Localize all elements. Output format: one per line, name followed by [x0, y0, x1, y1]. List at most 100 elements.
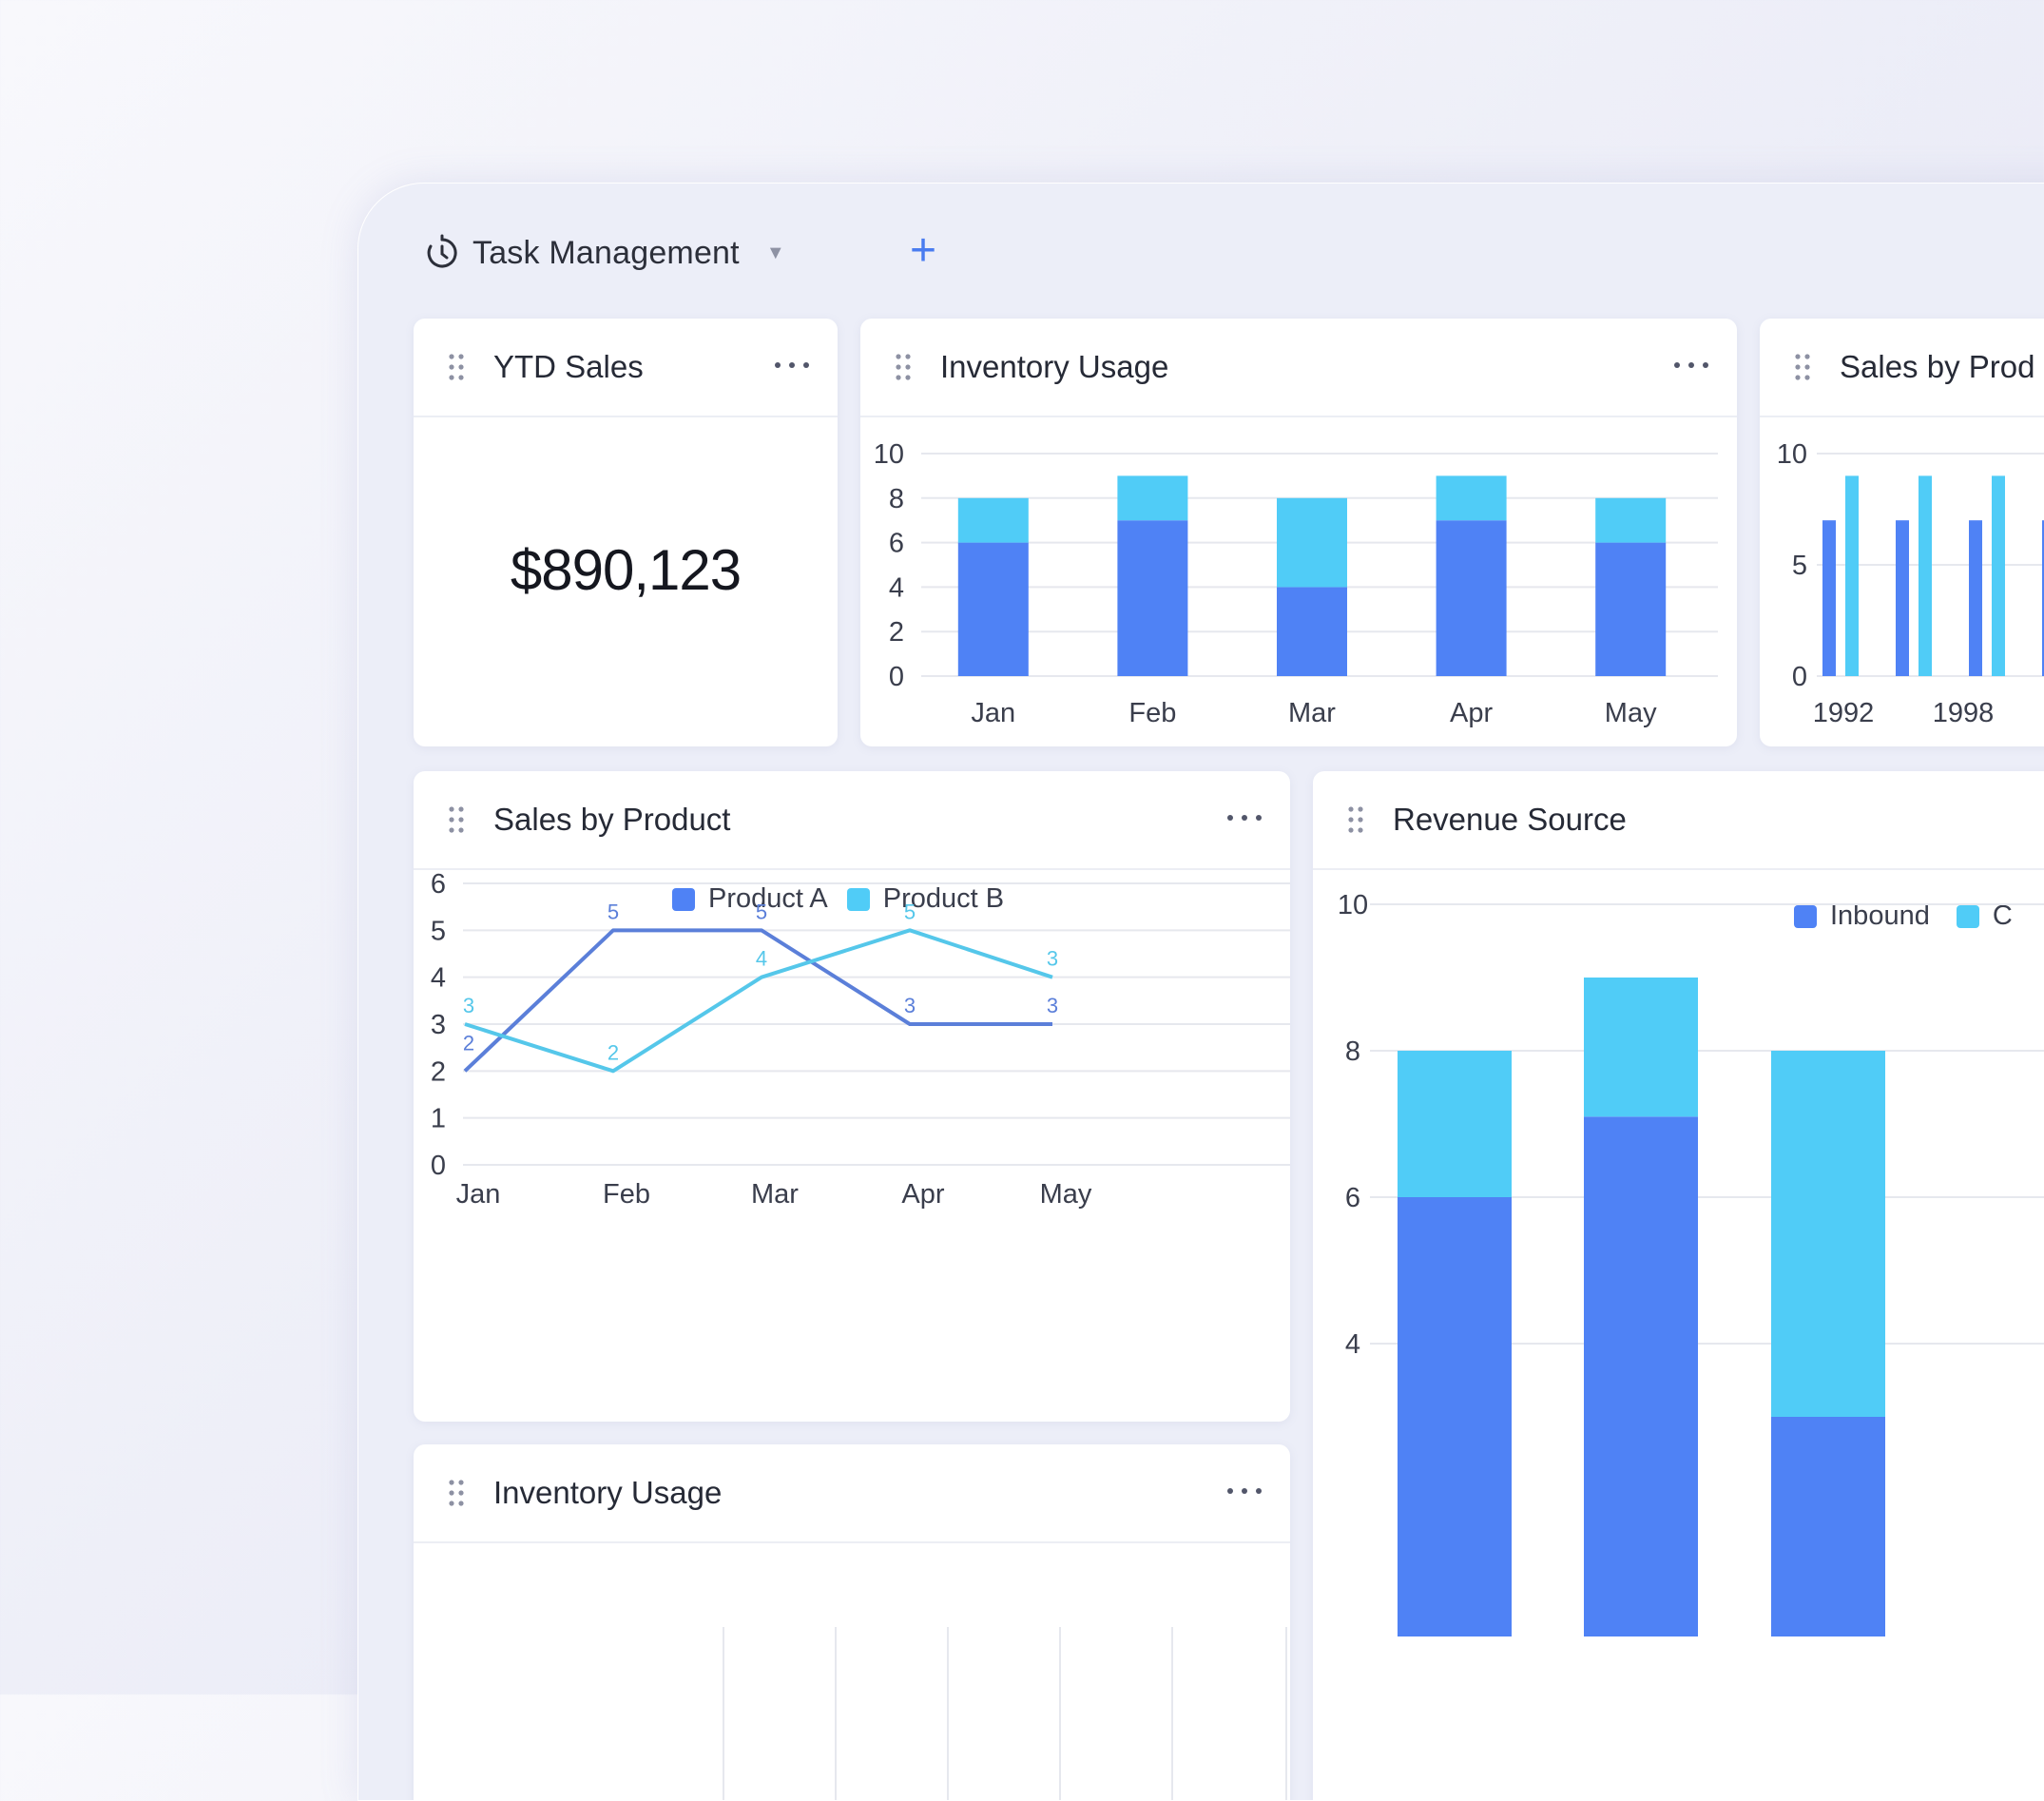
data-label: 4 [756, 947, 767, 971]
dashboard-selector[interactable]: Task Management [472, 234, 740, 271]
drag-handle-icon[interactable] [448, 1479, 465, 1507]
bar-segment [1584, 978, 1698, 1117]
more-options-icon[interactable] [771, 351, 813, 379]
card-header: Inventory Usage [414, 1444, 1290, 1543]
data-label: 2 [607, 1040, 619, 1064]
sales-by-product-card: Sales by Product Product A Product B 0 1 2… [414, 771, 1290, 1422]
card-title: Sales by Product [493, 802, 731, 837]
bar [1822, 520, 1836, 676]
bar-segment [1398, 1051, 1512, 1197]
y-tick-label: 4 [1345, 1329, 1360, 1360]
bar [1969, 520, 1982, 676]
x-tick-label: Jan [456, 1179, 501, 1210]
y-tick-label: 8 [1345, 1036, 1360, 1067]
legend-swatch [1956, 904, 1979, 928]
y-tick-label: 4 [889, 572, 904, 603]
x-tick-label: Mar [751, 1179, 799, 1210]
y-tick-label: 2 [431, 1056, 446, 1087]
data-label: 5 [904, 900, 916, 923]
x-tick-label: Mar [1288, 698, 1336, 728]
drag-handle-icon[interactable] [1794, 353, 1811, 381]
bar-segment [957, 542, 1029, 676]
drag-handle-icon[interactable] [448, 805, 465, 834]
card-header: Inventory Usage [860, 319, 1737, 417]
bar [1919, 475, 1932, 676]
legend-label-inbound[interactable]: Inbound [1830, 900, 1930, 931]
y-tick-label: 0 [431, 1151, 446, 1181]
y-tick-label: 1 [431, 1104, 446, 1134]
legend-label-product-b[interactable]: Product B [882, 883, 1005, 914]
bar-segment [1277, 587, 1347, 676]
x-tick-label: 1998 [1933, 698, 1995, 728]
dashboard-app: Task Management ▼ + YTD Sales $890,123 [357, 183, 2044, 1801]
chevron-down-icon[interactable]: ▼ [765, 242, 785, 263]
legend-swatch [1794, 904, 1817, 928]
bar-segment [1436, 520, 1507, 676]
card-header: Sales by Product [414, 771, 1290, 870]
inventory-usage-chart: 0 2 4 6 8 10 Jan Feb Mar Apr May [874, 439, 1718, 728]
revenue-source-chart: 4 6 8 10 [1338, 890, 2044, 1636]
card-header: YTD Sales [414, 319, 838, 417]
bar [1992, 475, 2005, 676]
legend-label-c[interactable]: C [1992, 900, 2013, 931]
bar [2042, 520, 2044, 676]
bar [1896, 520, 1909, 676]
x-tick-label: Apr [1450, 698, 1493, 728]
x-tick-label: May [1605, 698, 1657, 728]
drag-handle-icon[interactable] [895, 353, 912, 381]
card-header: Sales by Prod [1760, 319, 2044, 417]
bar-segment [1277, 497, 1347, 588]
clock-icon [427, 234, 457, 268]
x-tick-label: Apr [901, 1179, 944, 1210]
data-label: 5 [607, 900, 619, 923]
x-tick-label: May [1040, 1179, 1092, 1210]
data-label: 3 [1047, 994, 1058, 1017]
card-title: Sales by Prod [1840, 349, 2035, 384]
y-tick-label: 5 [1792, 551, 1807, 581]
ytd-sales-value: $890,123 [510, 538, 742, 602]
x-tick-label: 1992 [1813, 698, 1875, 728]
legend-label-product-a[interactable]: Product A [708, 883, 828, 914]
chart-legend: Product A Product B [672, 883, 1004, 915]
y-tick-label: 0 [889, 662, 904, 692]
bar-segment [1595, 542, 1667, 676]
y-tick-label: 0 [1792, 662, 1807, 692]
x-tick-label: Feb [603, 1179, 650, 1210]
y-tick-label: 4 [431, 963, 446, 994]
drag-handle-icon[interactable] [1347, 805, 1364, 834]
ytd-sales-card: YTD Sales $890,123 [414, 319, 838, 746]
more-options-icon[interactable] [1670, 351, 1712, 379]
y-tick-label: 6 [889, 529, 904, 559]
series-line-product-a [463, 928, 1052, 1073]
bar-segment [1771, 1417, 1885, 1636]
y-tick-label: 6 [1345, 1183, 1360, 1213]
y-tick-label: 8 [889, 484, 904, 514]
series-line-product-b [464, 928, 1053, 1074]
add-dashboard-button[interactable]: + [910, 225, 937, 276]
drag-handle-icon[interactable] [448, 353, 465, 381]
data-label: 3 [904, 994, 916, 1017]
more-options-icon[interactable] [1224, 1477, 1265, 1505]
y-tick-label: 2 [889, 617, 904, 648]
card-title: Inventory Usage [493, 1475, 723, 1510]
bar-segment [957, 497, 1029, 543]
inventory-usage-card: Inventory Usage 0 2 4 6 8 10 Jan Feb Mar Apr May [860, 319, 1737, 746]
data-label: 5 [756, 900, 767, 923]
more-options-icon[interactable] [1224, 804, 1265, 832]
card-title: Inventory Usage [940, 349, 1169, 384]
y-tick-label: 10 [1338, 890, 1368, 920]
y-tick-label: 10 [1777, 439, 1807, 470]
bar-segment [1595, 497, 1667, 543]
y-tick-label: 10 [874, 439, 904, 470]
bar-segment [1398, 1197, 1512, 1636]
data-label: 2 [463, 1031, 474, 1055]
bar-segment [1584, 1116, 1698, 1636]
data-label: 3 [1047, 947, 1058, 971]
x-tick-label: Jan [971, 698, 1015, 728]
data-label: 3 [463, 994, 474, 1017]
card-header: Revenue Source [1313, 771, 2044, 870]
card-title: Revenue Source [1393, 802, 1627, 837]
sales-by-product-mini-chart: 0 5 10 1992 1998 [1777, 439, 2044, 728]
